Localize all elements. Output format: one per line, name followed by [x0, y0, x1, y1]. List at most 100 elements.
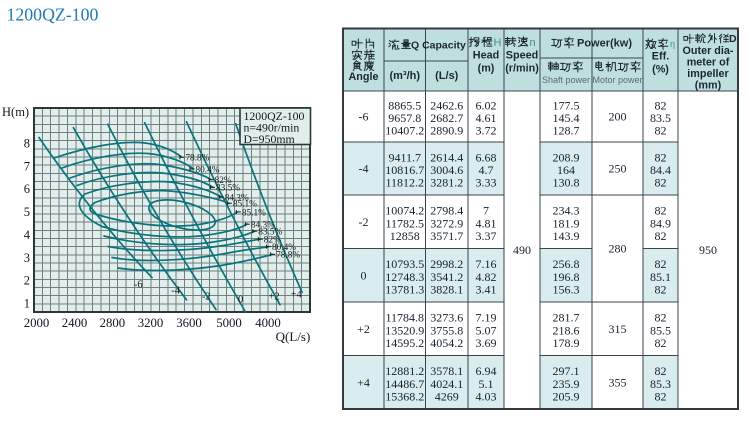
- svg-text:2800: 2800: [100, 316, 126, 330]
- svg-text:3.69: 3.69: [476, 336, 497, 350]
- svg-text:156.3: 156.3: [553, 282, 580, 296]
- svg-text:D=950mm: D=950mm: [244, 132, 295, 146]
- svg-text:meter of: meter of: [687, 57, 730, 69]
- svg-text:4054.2: 4054.2: [430, 336, 463, 350]
- svg-text:7.16: 7.16: [476, 257, 497, 271]
- svg-text:143.9: 143.9: [553, 229, 580, 243]
- svg-text:0: 0: [238, 294, 243, 305]
- svg-text:Q(L/s): Q(L/s): [276, 329, 311, 344]
- svg-text:-6: -6: [134, 280, 143, 291]
- svg-text:10407.2: 10407.2: [385, 124, 424, 138]
- svg-text:84.4: 84.4: [650, 163, 671, 177]
- svg-text:+4: +4: [357, 375, 370, 389]
- svg-text:82: 82: [655, 336, 667, 350]
- svg-text:82%: 82%: [215, 176, 232, 186]
- svg-text:164: 164: [557, 163, 575, 177]
- svg-text:3200: 3200: [138, 316, 164, 330]
- svg-text:85.1%: 85.1%: [233, 200, 257, 210]
- svg-text:15368.2: 15368.2: [385, 389, 424, 403]
- svg-text:315: 315: [609, 322, 627, 336]
- svg-text:(m³/h): (m³/h): [389, 70, 420, 82]
- svg-text:82: 82: [655, 257, 667, 271]
- svg-text:82: 82: [655, 364, 667, 378]
- svg-text:n: n: [530, 37, 536, 49]
- svg-text:1: 1: [24, 296, 30, 310]
- svg-text:83.5: 83.5: [650, 111, 671, 125]
- svg-text:85.5: 85.5: [650, 323, 671, 337]
- svg-text:80.4%: 80.4%: [196, 165, 220, 175]
- svg-text:8: 8: [24, 137, 30, 151]
- svg-text:2890.9: 2890.9: [430, 124, 463, 138]
- svg-text:82: 82: [655, 311, 667, 325]
- svg-text:4.81: 4.81: [476, 216, 497, 230]
- svg-text:Eff.: Eff.: [652, 51, 669, 63]
- svg-text:82: 82: [655, 124, 667, 138]
- svg-text:3600: 3600: [176, 316, 202, 330]
- svg-text:234.3: 234.3: [553, 204, 580, 218]
- svg-text:355: 355: [609, 375, 627, 389]
- svg-text:Motor power: Motor power: [592, 75, 642, 85]
- svg-text:14486.7: 14486.7: [385, 377, 424, 391]
- svg-text:+2: +2: [357, 322, 370, 336]
- svg-text:2798.4: 2798.4: [430, 204, 463, 218]
- svg-text:11784.8: 11784.8: [385, 311, 424, 325]
- svg-text:2614.4: 2614.4: [430, 150, 463, 164]
- svg-text:14595.2: 14595.2: [385, 336, 424, 350]
- svg-text:2: 2: [24, 274, 30, 288]
- svg-text:3281.2: 3281.2: [430, 176, 463, 190]
- svg-text:8865.5: 8865.5: [388, 98, 421, 112]
- svg-text:4000: 4000: [255, 316, 281, 330]
- svg-text:H(m): H(m): [2, 105, 29, 119]
- svg-text:82: 82: [655, 282, 667, 296]
- svg-text:7.19: 7.19: [476, 311, 497, 325]
- svg-text:-2: -2: [202, 291, 211, 302]
- svg-text:(%): (%): [652, 64, 669, 76]
- svg-text:(mm): (mm): [695, 80, 722, 92]
- svg-text:83.5%: 83.5%: [258, 228, 282, 238]
- svg-text:3578.1: 3578.1: [430, 364, 463, 378]
- svg-text:10793.5: 10793.5: [385, 257, 424, 271]
- svg-text:208.9: 208.9: [553, 150, 580, 164]
- svg-text:+4: +4: [291, 289, 303, 300]
- svg-text:181.9: 181.9: [553, 216, 580, 230]
- svg-text:4: 4: [24, 228, 31, 242]
- svg-text:Angle: Angle: [349, 71, 379, 83]
- svg-text:2682.7: 2682.7: [430, 111, 463, 125]
- svg-text:78.8%: 78.8%: [276, 251, 300, 261]
- svg-text:4.7: 4.7: [479, 163, 494, 177]
- svg-text:3: 3: [24, 251, 30, 265]
- svg-text:13520.9: 13520.9: [385, 323, 424, 337]
- svg-text:4269: 4269: [435, 389, 459, 403]
- svg-text:Q Capacity: Q Capacity: [411, 40, 466, 52]
- svg-text:7: 7: [483, 204, 489, 218]
- svg-text:490: 490: [513, 243, 531, 257]
- svg-text:(r/min): (r/min): [505, 63, 539, 75]
- svg-text:η: η: [670, 39, 675, 49]
- svg-text:281.7: 281.7: [553, 311, 580, 325]
- svg-text:218.6: 218.6: [553, 323, 580, 337]
- svg-text:6.68: 6.68: [476, 150, 497, 164]
- svg-text:2998.2: 2998.2: [430, 257, 463, 271]
- svg-text:82%: 82%: [264, 236, 281, 246]
- svg-text:130.8: 130.8: [553, 176, 580, 190]
- svg-text:3755.8: 3755.8: [430, 323, 463, 337]
- svg-text:10074.2: 10074.2: [385, 204, 424, 218]
- svg-text:0: 0: [361, 268, 367, 282]
- svg-text:3828.1: 3828.1: [430, 282, 463, 296]
- svg-text:4024.1: 4024.1: [430, 377, 463, 391]
- svg-text:1200QZ-100: 1200QZ-100: [7, 5, 99, 25]
- svg-text:D: D: [729, 33, 737, 45]
- svg-text:205.9: 205.9: [553, 389, 580, 403]
- svg-text:85.1: 85.1: [650, 270, 671, 284]
- svg-text:84.9: 84.9: [650, 216, 671, 230]
- svg-text:3273.6: 3273.6: [430, 311, 463, 325]
- svg-text:3.72: 3.72: [476, 124, 497, 138]
- svg-text:(m): (m): [478, 63, 495, 75]
- svg-text:impeller: impeller: [687, 68, 729, 80]
- svg-text:82: 82: [655, 98, 667, 112]
- svg-text:Speed: Speed: [506, 50, 538, 62]
- svg-text:3.37: 3.37: [476, 229, 497, 243]
- svg-text:178.9: 178.9: [553, 336, 580, 350]
- svg-text:12748.3: 12748.3: [385, 270, 424, 284]
- svg-text:200: 200: [609, 110, 627, 124]
